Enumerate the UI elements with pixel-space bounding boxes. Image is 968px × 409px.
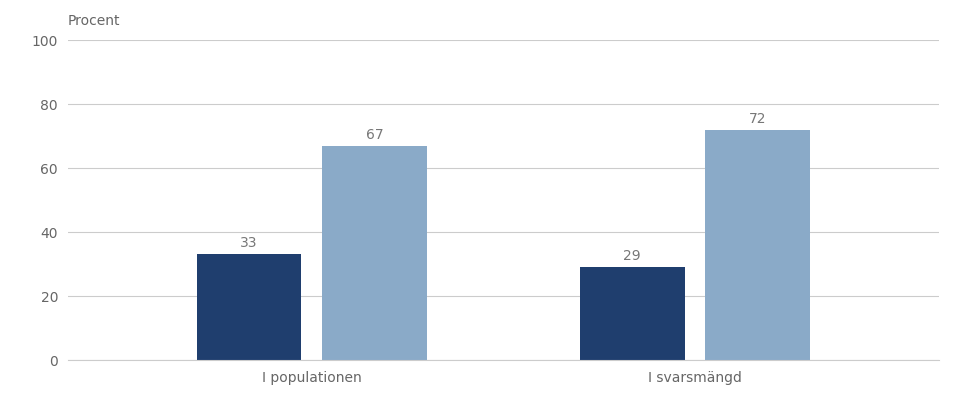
Bar [322, 146, 427, 360]
Text: 67: 67 [366, 128, 383, 142]
Text: Procent: Procent [68, 14, 120, 28]
Text: 33: 33 [240, 236, 257, 250]
Bar [197, 255, 301, 360]
Bar [580, 267, 684, 360]
Text: 29: 29 [623, 249, 641, 263]
Bar [706, 130, 810, 360]
Text: 72: 72 [749, 112, 767, 126]
